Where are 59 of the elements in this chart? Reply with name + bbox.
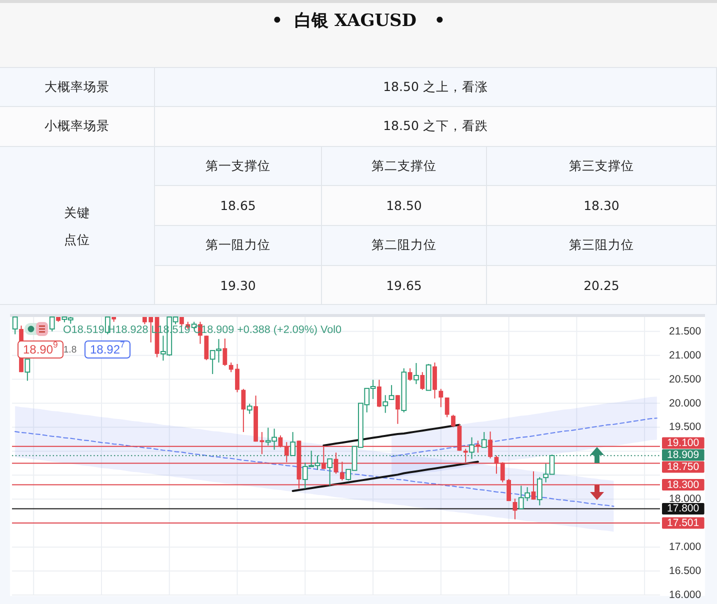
text: 19.30 (220, 278, 256, 292)
line-series (390, 418, 658, 458)
y-tick-label: 20.500 (669, 373, 702, 386)
ref-line-label: 18.909 (667, 449, 700, 462)
y-tick-label: 17.000 (669, 541, 702, 554)
candlestick (444, 397, 450, 418)
candlestick (432, 362, 437, 399)
text: 18.30 (584, 198, 620, 213)
text: 第三阻力位 (569, 237, 634, 254)
candlestick (222, 338, 228, 366)
candlestick (382, 394, 388, 414)
candlestick (377, 379, 382, 408)
y-tick-label: 20.000 (669, 397, 702, 410)
candlestick (290, 432, 296, 456)
candlestick (408, 368, 412, 382)
y-tick-label: 19.500 (669, 421, 702, 434)
candlestick (481, 432, 487, 448)
candlestick (241, 388, 246, 433)
candlestick (438, 388, 444, 408)
text: 18.50 (386, 198, 422, 213)
annotation: 1.8 (63, 344, 77, 355)
text: 18.50 之上，看涨 (383, 78, 488, 96)
line-series (292, 460, 479, 492)
y-tick-label: 21.500 (669, 325, 702, 338)
text: 第一阻力位 (206, 237, 270, 254)
line-series (14, 431, 614, 507)
ref-line-label: 19.100 (667, 437, 700, 450)
text: 关键点位 (64, 204, 90, 248)
text: 19.65 (386, 278, 422, 292)
text: 18.50 之下，看跌 (383, 118, 488, 135)
text: 小概率场景 (44, 118, 110, 135)
y-tick-label: 16.000 (669, 589, 702, 601)
candlestick (420, 372, 425, 390)
candlestick (204, 335, 209, 361)
candlestick (388, 384, 394, 400)
annotation: 18.90$^{9}$ (23, 340, 58, 356)
ref-line-label: 18.300 (667, 478, 700, 491)
candlestick (246, 403, 252, 414)
ref-line-label: 17.800 (667, 502, 700, 515)
candlestick (469, 436, 474, 460)
candlestick (396, 394, 400, 424)
text: 第二阻力位 (372, 237, 436, 254)
candlestick (327, 458, 333, 486)
text: 第二支撑位 (372, 158, 436, 174)
text: 18.65 (220, 198, 256, 213)
y-tick-label: 16.500 (669, 565, 702, 578)
candlestick (414, 362, 419, 385)
text: 第三支撑位 (569, 158, 634, 174)
text: 大概率场景 (44, 78, 110, 96)
text: 20.25 (584, 278, 620, 292)
annotation: 18.92$^{7}$ (90, 340, 126, 356)
y-tick-label: 18.000 (669, 493, 702, 506)
text: 第一支撑位 (206, 158, 270, 174)
ref-line-label: 18.750 (667, 461, 700, 474)
candlestick (536, 476, 542, 506)
y-tick-label: 21.000 (669, 349, 702, 362)
ref-line-label: 17.501 (667, 517, 700, 530)
text: • 白银 XAGUSD • (270, 10, 446, 33)
candlestick (49, 316, 55, 332)
